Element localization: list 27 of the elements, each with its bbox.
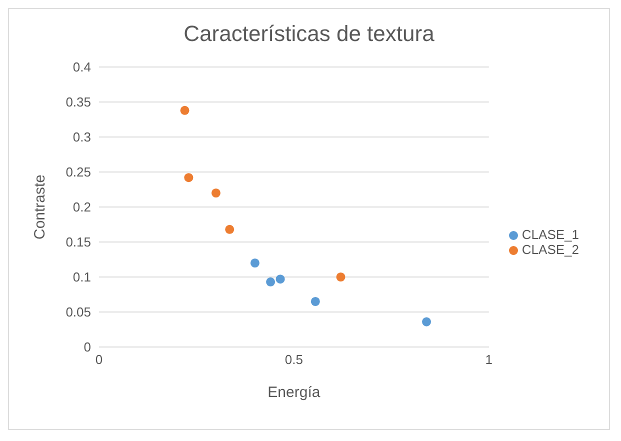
point: [422, 317, 432, 326]
y-tick-label: 0.3: [72, 130, 91, 145]
point: [266, 277, 276, 286]
point: [180, 106, 190, 115]
y-tick-label: 0.2: [72, 200, 91, 215]
y-axis-title: Contraste: [31, 174, 48, 240]
y-tick-label: 0.25: [66, 164, 91, 180]
point: [336, 272, 346, 282]
x-axis-title: Energía: [268, 384, 321, 401]
chart-title: Características de textura: [182, 20, 436, 48]
x-tick-label: 0: [95, 352, 103, 368]
point: [310, 296, 320, 306]
point: [250, 258, 260, 268]
point: [225, 224, 234, 234]
y-tick-label: 0.15: [66, 234, 91, 250]
point: [211, 188, 220, 198]
point: [184, 173, 194, 182]
y-tick-label: 0.1: [72, 270, 91, 285]
y-tick-label: 0.35: [66, 94, 91, 110]
y-tick-label: 0.4: [72, 60, 91, 75]
legend-label: CLASE_1: [522, 227, 579, 242]
x-tick-label: 0.5: [284, 352, 303, 368]
y-tick-label: 0: [84, 340, 91, 355]
y-tick-label: 0.05: [66, 304, 91, 320]
point: [276, 274, 285, 284]
legend-label: CLASE_2: [522, 242, 579, 257]
x-tick-label: 1: [485, 352, 493, 368]
